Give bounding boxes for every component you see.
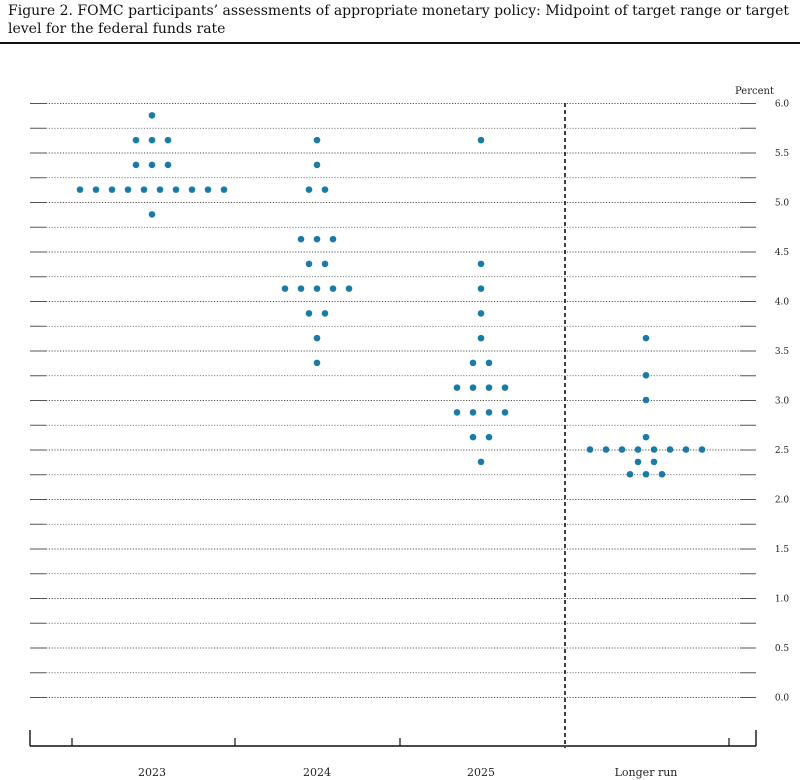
participant-dot bbox=[204, 186, 212, 193]
participant-dot bbox=[321, 186, 329, 193]
y-tick-label: 3.5 bbox=[775, 347, 790, 357]
y-tick-labels: 0.0 0.5 1.0 1.5 2.0 2.5 3.0 3.5 4.0 4.5 5.0 5.5 6.0 bbox=[775, 100, 790, 704]
participant-dot bbox=[108, 186, 116, 193]
participant-dot bbox=[148, 136, 156, 144]
y-tick-label: 1.0 bbox=[775, 595, 790, 605]
participant-dots bbox=[76, 112, 706, 478]
participant-dot bbox=[329, 235, 337, 243]
participant-dot bbox=[485, 384, 493, 391]
participant-dot bbox=[313, 334, 321, 342]
participant-dot bbox=[164, 136, 172, 144]
y-tick-label: 2.0 bbox=[775, 496, 790, 506]
participant-dot bbox=[305, 310, 313, 317]
x-category-label: 2025 bbox=[467, 766, 495, 779]
participant-dot bbox=[682, 446, 690, 453]
participant-dot bbox=[76, 186, 84, 193]
participant-dot bbox=[329, 285, 337, 292]
participant-dot bbox=[313, 161, 321, 169]
participant-dot bbox=[642, 470, 650, 478]
participant-dot bbox=[148, 161, 156, 169]
participant-dot bbox=[618, 446, 626, 453]
y-tick-label: 5.5 bbox=[775, 149, 790, 159]
x-category-labels: 2023 2024 2025 Longer run bbox=[138, 766, 677, 779]
figure-title: Figure 2. FOMC participants’ assessments… bbox=[8, 3, 789, 37]
y-tick-label: 4.0 bbox=[775, 298, 790, 308]
participant-dot bbox=[281, 285, 289, 292]
y-tick-label: 4.5 bbox=[775, 248, 790, 258]
participant-dot bbox=[305, 260, 313, 268]
y-tick-label: 1.5 bbox=[775, 545, 790, 555]
participant-dot bbox=[586, 446, 594, 453]
participant-dot bbox=[469, 384, 477, 391]
participant-dot bbox=[485, 359, 493, 367]
y-axis-label: Percent bbox=[735, 86, 774, 97]
participant-dot bbox=[453, 409, 461, 416]
participant-dot bbox=[172, 186, 180, 193]
y-tick-label: 3.0 bbox=[775, 397, 790, 407]
participant-dot bbox=[313, 235, 321, 243]
participant-dot bbox=[313, 359, 321, 367]
participant-dot bbox=[642, 334, 650, 342]
participant-dot bbox=[156, 186, 164, 193]
y-tick-label: 0.0 bbox=[775, 694, 790, 704]
participant-dot bbox=[477, 260, 485, 268]
title-rule bbox=[0, 42, 800, 44]
participant-dot bbox=[148, 112, 156, 119]
participant-dot bbox=[469, 433, 477, 441]
participant-dot bbox=[164, 161, 172, 169]
x-category-label: Longer run bbox=[615, 766, 678, 779]
y-tick-label: 6.0 bbox=[775, 100, 790, 110]
participant-dot bbox=[321, 310, 329, 317]
x-category-label: 2024 bbox=[303, 766, 331, 779]
participant-dot bbox=[469, 409, 477, 416]
participant-dot bbox=[626, 470, 634, 478]
y-tick-label: 0.5 bbox=[775, 644, 790, 654]
participant-dot bbox=[140, 186, 148, 193]
participant-dot bbox=[132, 136, 140, 144]
participant-dot bbox=[658, 470, 666, 478]
participant-dot bbox=[477, 458, 485, 466]
participant-dot bbox=[453, 384, 461, 391]
participant-dot bbox=[634, 446, 642, 453]
participant-dot bbox=[297, 285, 305, 292]
participant-dot bbox=[92, 186, 100, 193]
participant-dot bbox=[297, 235, 305, 243]
participant-dot bbox=[501, 384, 509, 391]
participant-dot bbox=[188, 186, 196, 193]
participant-dot bbox=[634, 458, 642, 466]
participant-dot bbox=[642, 371, 650, 379]
x-axis bbox=[29, 730, 757, 747]
participant-dot bbox=[642, 433, 650, 441]
participant-dot bbox=[501, 409, 509, 416]
y-tick-label: 2.5 bbox=[775, 446, 790, 456]
participant-dot bbox=[666, 446, 674, 453]
participant-dot bbox=[477, 136, 485, 144]
participant-dot bbox=[477, 310, 485, 317]
participant-dot bbox=[650, 446, 658, 453]
participant-dot bbox=[642, 396, 650, 404]
participant-dot bbox=[602, 446, 610, 453]
participant-dot bbox=[477, 285, 485, 292]
participant-dot bbox=[485, 433, 493, 441]
participant-dot bbox=[124, 186, 132, 193]
participant-dot bbox=[148, 211, 156, 218]
participant-dot bbox=[469, 359, 477, 367]
participant-dot bbox=[485, 409, 493, 416]
y-tick-label: 5.0 bbox=[775, 199, 790, 209]
participant-dot bbox=[345, 285, 353, 292]
participant-dot bbox=[698, 446, 706, 453]
participant-dot bbox=[650, 458, 658, 466]
participant-dot bbox=[313, 285, 321, 292]
grid-lines bbox=[30, 103, 756, 698]
participant-dot bbox=[321, 260, 329, 268]
participant-dot bbox=[313, 136, 321, 144]
participant-dot bbox=[477, 334, 485, 342]
x-category-label: 2023 bbox=[138, 766, 166, 779]
participant-dot bbox=[132, 161, 140, 169]
participant-dot bbox=[220, 186, 228, 193]
participant-dot bbox=[305, 186, 313, 193]
